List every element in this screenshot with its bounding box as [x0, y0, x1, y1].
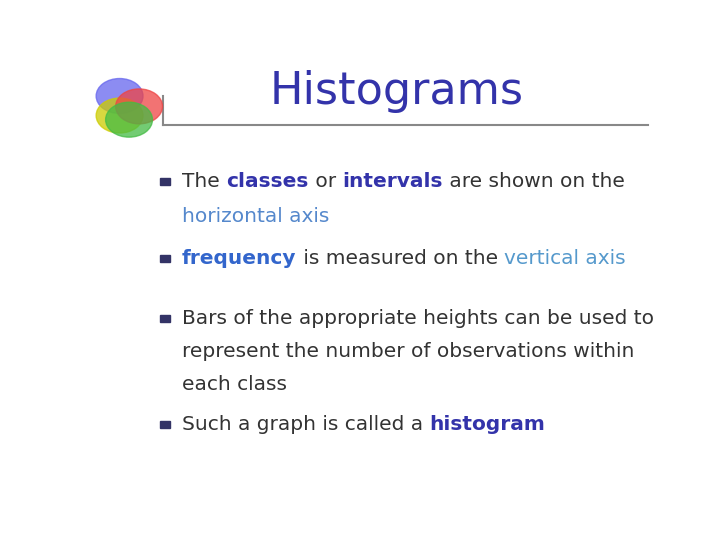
Text: Bars of the appropriate heights can be used to: Bars of the appropriate heights can be u…: [182, 309, 654, 328]
Text: horizontal axis: horizontal axis: [182, 207, 330, 226]
Text: classes: classes: [226, 172, 309, 191]
Text: histogram: histogram: [430, 415, 546, 434]
Text: represent the number of observations within: represent the number of observations wit…: [182, 342, 634, 361]
Text: are shown on the: are shown on the: [443, 172, 624, 191]
Text: intervals: intervals: [342, 172, 443, 191]
Bar: [161, 178, 170, 185]
Circle shape: [96, 78, 143, 113]
Circle shape: [116, 89, 163, 124]
Text: frequency: frequency: [182, 248, 297, 268]
Text: each class: each class: [182, 375, 287, 394]
Circle shape: [96, 98, 143, 133]
Text: or: or: [309, 172, 342, 191]
Bar: [161, 255, 170, 262]
Text: is measured on the: is measured on the: [297, 248, 504, 268]
Text: Histograms: Histograms: [270, 70, 524, 113]
Circle shape: [106, 102, 153, 137]
Bar: [161, 315, 170, 322]
Text: The: The: [182, 172, 226, 191]
Text: vertical axis: vertical axis: [504, 248, 626, 268]
Text: Such a graph is called a: Such a graph is called a: [182, 415, 430, 434]
Bar: [161, 421, 170, 428]
